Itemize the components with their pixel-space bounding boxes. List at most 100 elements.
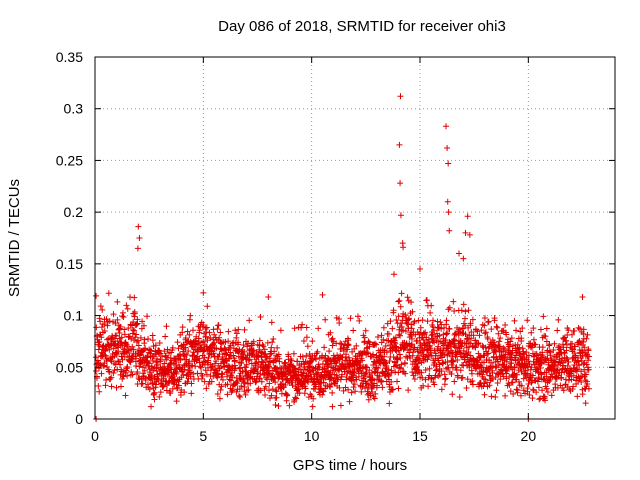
data-point xyxy=(304,377,311,384)
data-point xyxy=(478,327,485,334)
data-point xyxy=(509,379,516,386)
data-point xyxy=(426,365,433,372)
data-point xyxy=(141,336,148,343)
data-point xyxy=(411,375,418,382)
data-point xyxy=(122,339,129,346)
data-point xyxy=(362,327,369,334)
data-point xyxy=(118,334,125,341)
data-point xyxy=(503,331,510,338)
data-point xyxy=(156,393,163,400)
data-point xyxy=(439,347,446,354)
data-point xyxy=(460,301,467,308)
data-point xyxy=(139,380,146,387)
data-point xyxy=(321,344,328,351)
data-point xyxy=(185,348,192,355)
data-point xyxy=(524,388,531,395)
data-point xyxy=(329,342,336,349)
data-point xyxy=(235,326,242,333)
data-point xyxy=(488,393,495,400)
data-point xyxy=(502,392,509,399)
data-point xyxy=(150,390,157,397)
data-point xyxy=(417,324,424,331)
data-point xyxy=(372,390,379,397)
data-point xyxy=(111,367,118,374)
data-point xyxy=(481,322,488,329)
data-point xyxy=(481,391,488,398)
data-point xyxy=(182,344,189,351)
data-point xyxy=(225,338,232,345)
data-point xyxy=(572,343,579,350)
data-point xyxy=(241,380,248,387)
data-point xyxy=(429,323,436,330)
data-point xyxy=(464,376,471,383)
data-point xyxy=(94,357,101,364)
data-point xyxy=(128,368,135,375)
data-point xyxy=(519,325,526,332)
data-point xyxy=(154,355,161,362)
data-point xyxy=(124,305,131,312)
data-point xyxy=(434,318,441,325)
data-point xyxy=(218,340,225,347)
data-point xyxy=(99,353,106,360)
data-point xyxy=(583,335,590,342)
data-point xyxy=(543,325,550,332)
data-point xyxy=(472,344,479,351)
data-point xyxy=(365,338,372,345)
data-point xyxy=(568,368,575,375)
data-point xyxy=(350,384,357,391)
data-point xyxy=(502,321,509,328)
data-point xyxy=(568,376,575,383)
data-point xyxy=(184,328,191,335)
data-point xyxy=(428,375,435,382)
data-point xyxy=(496,338,503,345)
data-point xyxy=(98,324,105,331)
y-tick-label: 0.05 xyxy=(56,359,83,375)
data-point xyxy=(398,290,405,297)
data-point xyxy=(148,403,155,410)
data-point xyxy=(435,357,442,364)
data-point xyxy=(467,320,474,327)
data-point xyxy=(582,400,589,407)
data-point xyxy=(409,308,416,315)
data-point xyxy=(98,370,105,377)
data-point xyxy=(491,342,498,349)
data-point xyxy=(227,349,234,356)
data-point xyxy=(536,396,543,403)
data-point xyxy=(149,380,156,387)
data-point xyxy=(537,364,544,371)
data-point xyxy=(392,340,399,347)
data-point xyxy=(296,389,303,396)
data-point xyxy=(484,335,491,342)
data-point xyxy=(103,316,110,323)
data-point xyxy=(199,372,206,379)
data-point xyxy=(459,374,466,381)
data-point xyxy=(133,321,140,328)
data-point xyxy=(343,351,350,358)
data-point xyxy=(585,366,592,373)
data-point xyxy=(438,353,445,360)
data-point xyxy=(115,358,122,365)
data-point xyxy=(236,392,243,399)
data-point xyxy=(405,315,412,322)
data-point xyxy=(164,354,171,361)
data-point xyxy=(366,339,373,346)
data-point xyxy=(117,323,124,330)
data-point xyxy=(539,344,546,351)
data-point xyxy=(444,145,451,152)
data-point xyxy=(491,339,498,346)
data-point xyxy=(361,334,368,341)
data-point xyxy=(457,349,464,356)
data-point xyxy=(526,361,533,368)
data-point xyxy=(114,316,121,323)
data-point xyxy=(491,315,498,322)
data-point xyxy=(568,331,575,338)
data-point xyxy=(580,326,587,333)
data-point xyxy=(203,385,210,392)
data-point xyxy=(528,364,535,371)
data-point xyxy=(428,332,435,339)
data-point xyxy=(579,293,586,300)
data-point xyxy=(256,337,263,344)
data-point xyxy=(121,326,128,333)
data-point xyxy=(147,375,154,382)
data-point xyxy=(224,381,231,388)
